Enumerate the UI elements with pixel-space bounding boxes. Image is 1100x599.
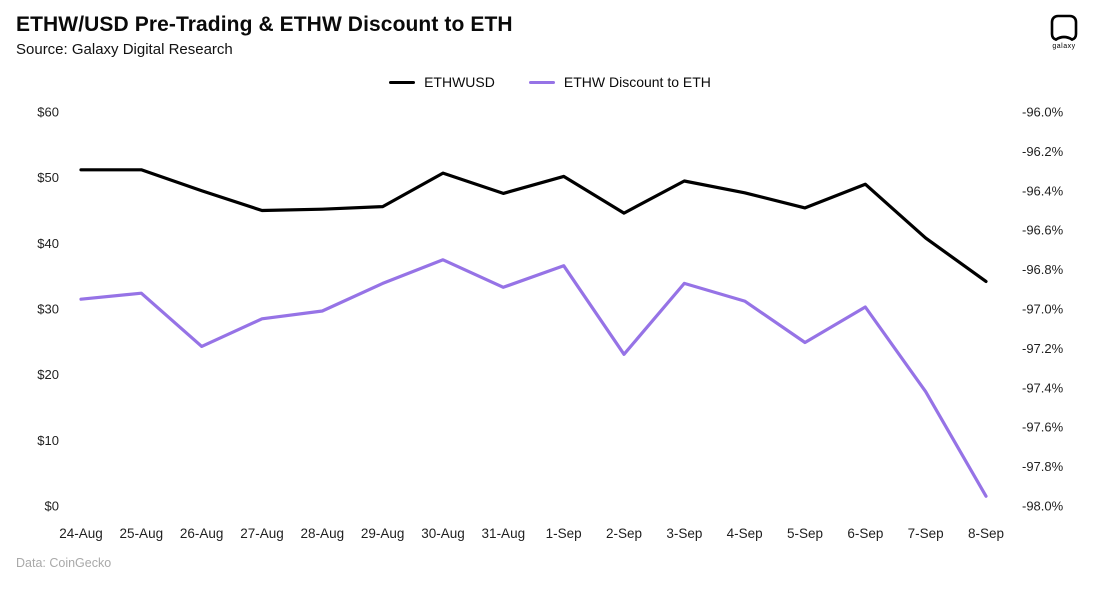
x-axis-label: 3-Sep [666,526,702,541]
x-axis-label: 7-Sep [908,526,944,541]
y-axis-tick-right: -97.6% [1022,420,1064,435]
x-axis-label: 2-Sep [606,526,642,541]
x-axis-label: 25-Aug [120,526,164,541]
y-axis-tick-left: $60 [37,105,59,120]
x-axis-label: 31-Aug [482,526,526,541]
legend-swatch-ethwusd [389,80,416,84]
y-axis-tick-left: $10 [37,433,59,448]
galaxy-logo: galaxy [1050,14,1078,50]
legend-label-ethwusd: ETHWUSD [424,74,495,91]
chart-card: ETHW/USD Pre-Trading & ETHW Discount to … [16,12,1084,571]
x-axis-label: 29-Aug [361,526,405,541]
x-axis-label: 5-Sep [787,526,823,541]
legend-item-ethwusd: ETHWUSD [389,74,495,90]
title-block: ETHW/USD Pre-Trading & ETHW Discount to … [16,12,513,58]
y-axis-tick-left: $30 [37,302,59,317]
y-axis-tick-right: -97.0% [1022,302,1064,317]
ethwusd-line [79,168,988,284]
galaxy-logo-icon [1050,14,1078,41]
y-axis-tick-left: $50 [37,170,59,185]
legend-swatch-discount [528,80,555,84]
legend-label-discount: ETHW Discount to ETH [563,74,711,91]
galaxy-logo-label: galaxy [1052,43,1076,50]
y-axis-tick-right: -96.6% [1022,223,1064,238]
page-title: ETHW/USD Pre-Trading & ETHW Discount to … [16,13,513,36]
y-axis-tick-right: -96.8% [1022,262,1064,277]
x-axis-label: 1-Sep [546,526,582,541]
y-axis-tick-left: $0 [45,499,59,514]
ethw-discount-line [79,258,988,499]
y-axis-tick-right: -97.8% [1022,459,1064,474]
y-axis-tick-right: -97.2% [1022,341,1064,356]
chart-svg: $60 $50 $40 $30 $20 $10 $0 -96.0% -96.2% -96.4% -9… [37,105,1064,542]
y-axis-tick-right: -96.4% [1022,184,1064,199]
x-axis-label: 28-Aug [301,526,345,541]
x-axis-label: 30-Aug [421,526,465,541]
x-axis-label: 27-Aug [240,526,284,541]
chart-header: ETHW/USD Pre-Trading & ETHW Discount to … [16,12,1084,58]
x-axis-label: 8-Sep [968,526,1004,541]
x-axis-label: 26-Aug [180,526,224,541]
y-axis-tick-right: -97.4% [1022,381,1064,396]
x-axis-label: 24-Aug [59,526,103,541]
x-axis-label: 4-Sep [727,526,763,541]
y-axis-tick-left: $40 [37,236,59,251]
y-axis-tick-right: -98.0% [1022,499,1064,514]
x-axis-label: 6-Sep [847,526,883,541]
chart-legend: ETHWUSD ETHW Discount to ETH [16,72,1084,92]
legend-item-discount: ETHW Discount to ETH [528,74,711,91]
y-axis-tick-right: -96.2% [1022,144,1064,159]
source-label: Source: Galaxy Digital Research [16,41,233,59]
data-credit: Data: CoinGecko [16,556,112,571]
y-axis-tick-left: $20 [37,367,59,382]
y-axis-tick-right: -96.0% [1022,105,1064,120]
